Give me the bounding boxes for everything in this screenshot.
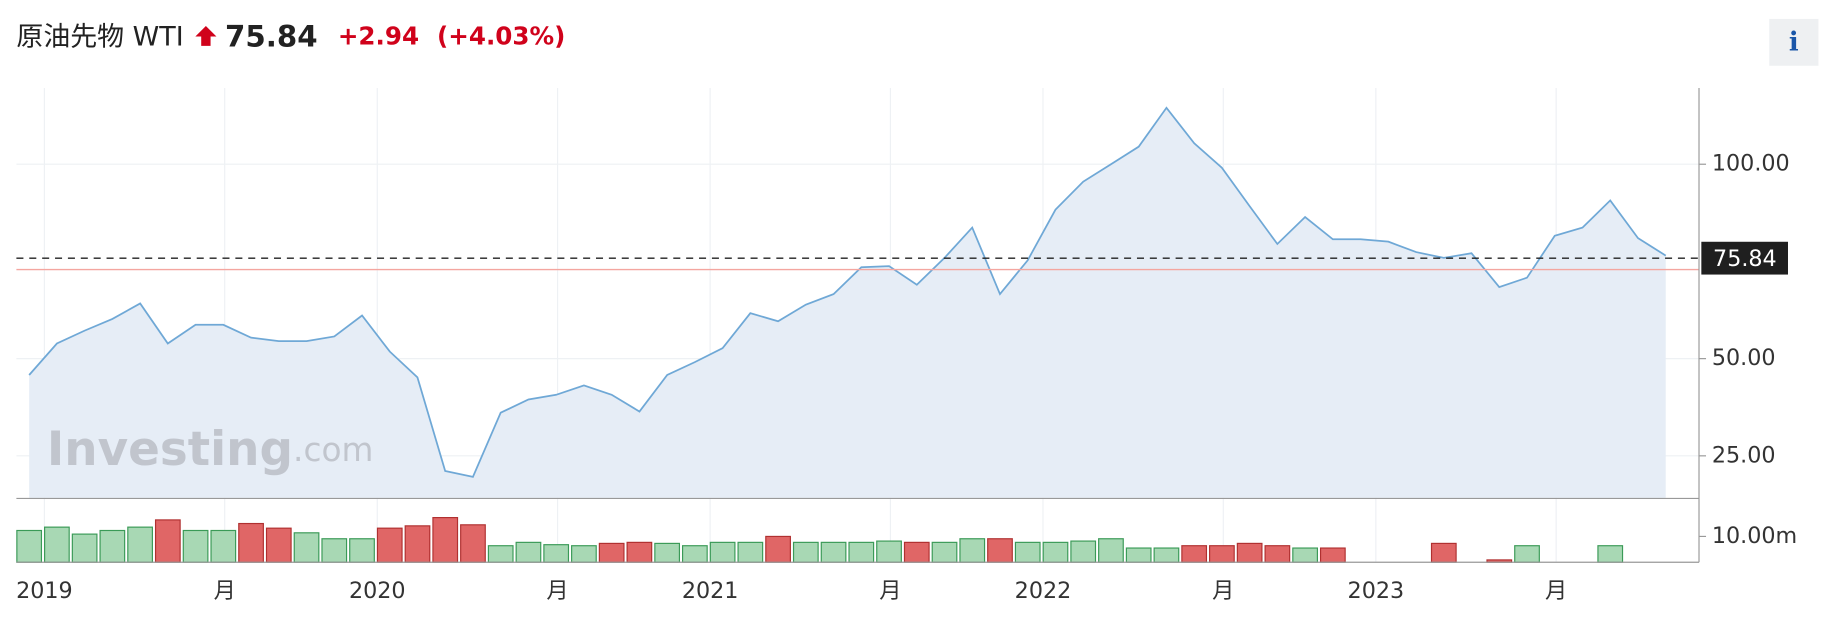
x-tick-label: 月 [1545, 578, 1567, 604]
volume-bar [959, 538, 986, 563]
volume-bar [681, 545, 708, 563]
price-line [28, 106, 1667, 478]
volume-bar [709, 541, 736, 563]
x-tick-label: 2020 [349, 578, 406, 604]
volume-bar [404, 525, 431, 563]
volume-bar [626, 541, 653, 563]
volume-bar [543, 544, 570, 563]
volume-bar [182, 529, 209, 563]
volume-bar [598, 542, 625, 563]
volume-bar [265, 527, 292, 563]
volume-bar [1014, 541, 1041, 563]
volume-bar [1292, 547, 1318, 563]
volume-bar [1153, 547, 1180, 563]
volume-bar [848, 541, 875, 563]
volume-bar [99, 529, 126, 563]
volume-bar [487, 545, 514, 563]
x-tick-label: 月 [214, 578, 236, 604]
x-tick-label: 月 [1212, 578, 1234, 604]
volume-bar [71, 533, 98, 563]
y-tick-label: 50.00 [1712, 345, 1776, 371]
title: 原油先物 WTI [16, 21, 183, 52]
plot: 2019 月 2020 月 2021 月 2022 月 2023 月 25.00 50.00 100.0… [16, 88, 1797, 604]
volume-bar [1514, 545, 1540, 563]
volume-bar [1236, 542, 1263, 563]
price: 75.84 [225, 19, 318, 53]
up-arrow [195, 25, 217, 46]
watermark: Investing.com [47, 423, 374, 477]
volume-bar [1125, 547, 1152, 563]
watermark-suffix: .com [293, 431, 373, 469]
x-tick-label: 月 [879, 578, 901, 604]
y-tick-label: 10.00m [1712, 523, 1797, 549]
last-price-label: 75.84 [1713, 246, 1777, 272]
volume-bar [210, 529, 237, 563]
x-tick-label: 2019 [16, 578, 73, 604]
volume-bar [432, 517, 459, 563]
volume-bar [16, 529, 43, 563]
volume-bar [1597, 545, 1624, 563]
volume-bar [1098, 538, 1124, 563]
area [29, 107, 1666, 498]
x-tick-label: 月 [546, 578, 568, 604]
info-button[interactable] [1769, 18, 1819, 66]
volume-bar [654, 542, 681, 563]
volume-bar [903, 541, 930, 563]
header: 原油先物 WTI 75.84 +2.94 (+4.03%) [16, 19, 565, 53]
volume-bar [515, 541, 542, 563]
volume-bar [876, 540, 902, 563]
volume-bar [154, 519, 181, 563]
volume-bar [1042, 541, 1069, 563]
volume-bar [1181, 545, 1208, 563]
volume-bar [1070, 540, 1097, 563]
y-tick-label: 100.00 [1712, 151, 1790, 177]
volume-bar [321, 538, 348, 563]
volume-bar [571, 545, 597, 563]
volume-bar [792, 541, 819, 563]
change: +2.94 [338, 22, 419, 51]
volume-bar [460, 524, 486, 563]
volume-bar [1430, 542, 1457, 563]
watermark-brand: Investing [47, 423, 293, 477]
volume-bar [127, 526, 153, 563]
volume-bar [349, 538, 375, 563]
volume-bar [765, 535, 791, 563]
last-price-box [1701, 241, 1788, 275]
x-tick-label: 2023 [1348, 578, 1405, 604]
volume-bar [376, 527, 403, 563]
volume-bar [1264, 545, 1291, 563]
volume-bar [931, 541, 958, 563]
volume-bar [238, 522, 264, 563]
x-tick-label: 2021 [682, 578, 739, 604]
x-tick-label: 2022 [1015, 578, 1072, 604]
volume-bar [1319, 547, 1346, 563]
volume-bar [820, 541, 847, 563]
info-icon[interactable]: i [1789, 28, 1799, 58]
volume-bar [44, 526, 70, 563]
y-tick-label: 25.00 [1712, 442, 1776, 468]
volume-bar [737, 541, 764, 563]
volume-bar [987, 538, 1013, 563]
volume-bar [1209, 545, 1235, 563]
volume-bar [293, 532, 320, 563]
change-pct: (+4.03%) [437, 22, 565, 51]
